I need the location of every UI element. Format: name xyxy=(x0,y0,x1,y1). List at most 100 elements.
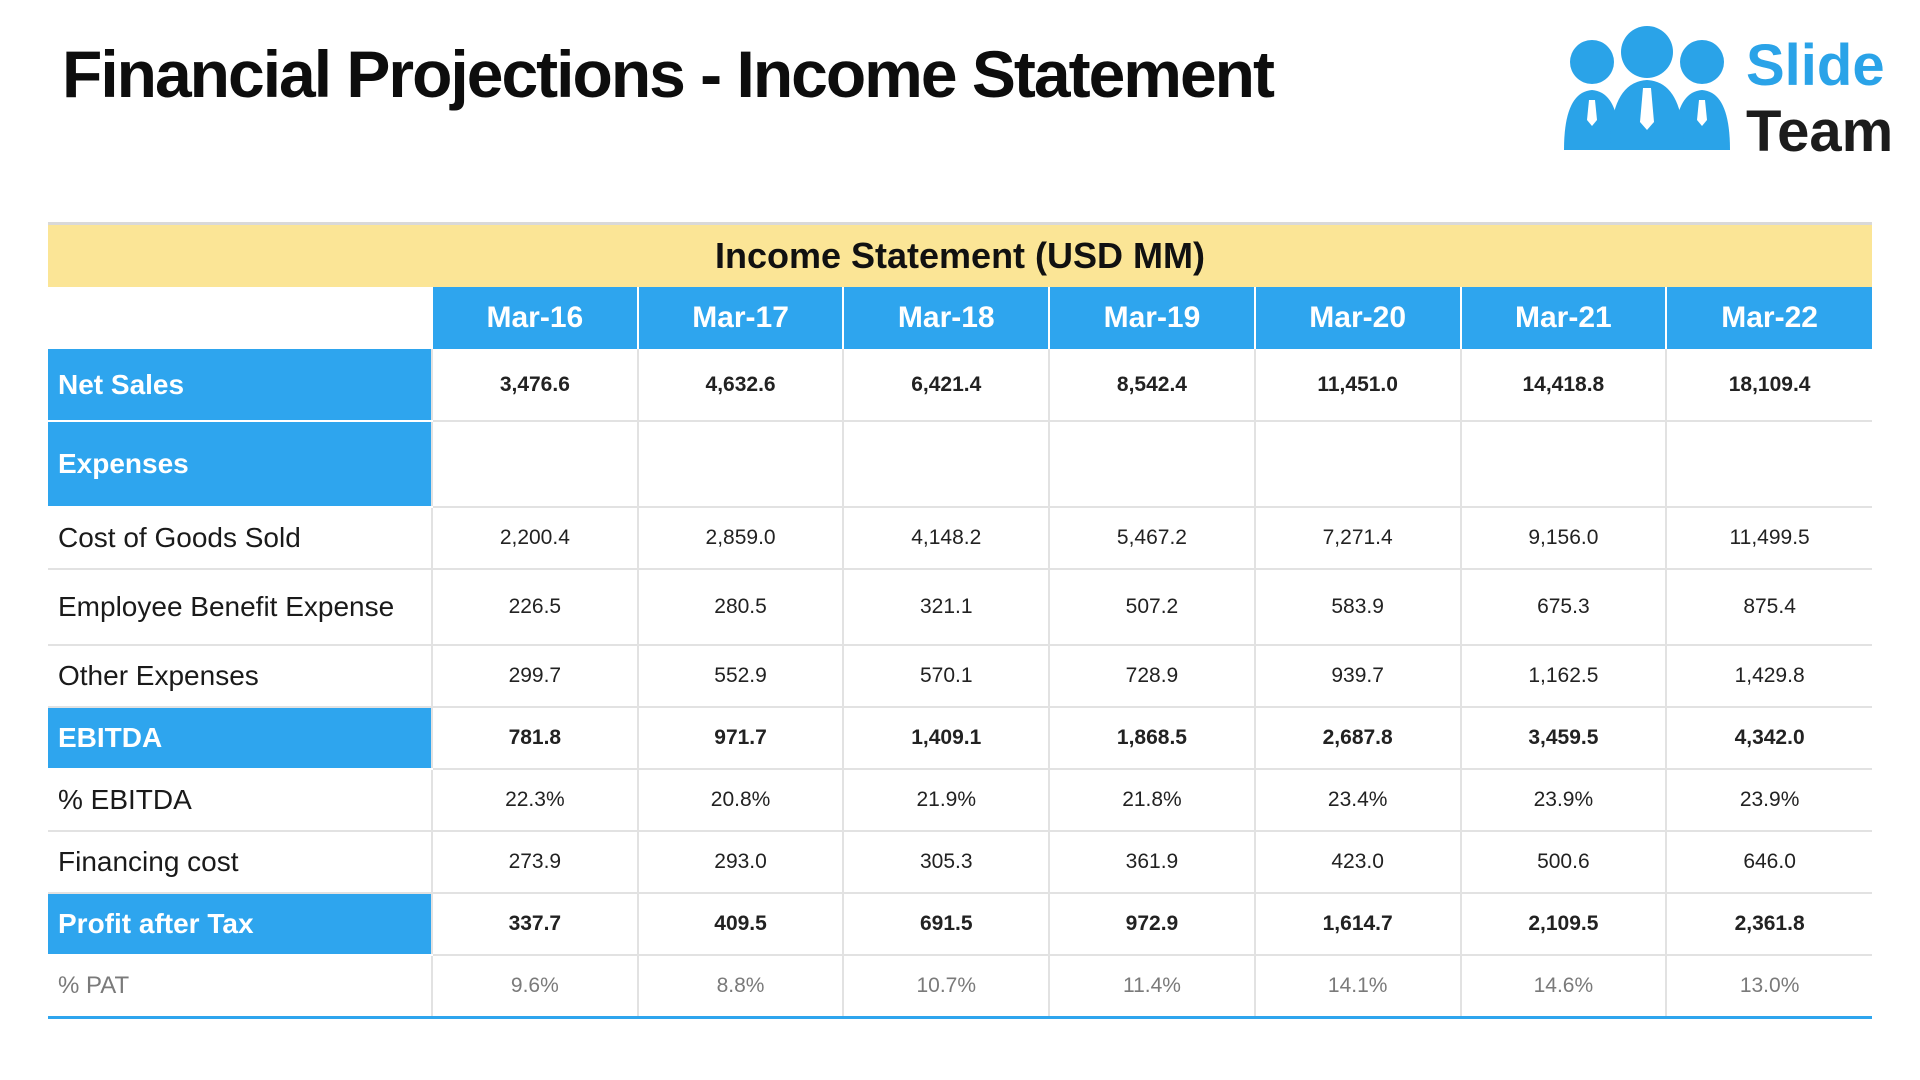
table-cell: 8.8% xyxy=(636,955,844,1019)
table-cell: 3,459.5 xyxy=(1459,707,1667,770)
table-cell: 552.9 xyxy=(636,645,844,708)
table-cell: 972.9 xyxy=(1048,893,1255,956)
table-cell: 9.6% xyxy=(431,955,638,1019)
row-label: EBITDA xyxy=(48,707,432,770)
table-cell xyxy=(636,421,844,508)
table-cell: 3,476.6 xyxy=(431,349,638,422)
row-label: Employee Benefit Expense xyxy=(48,569,432,646)
income-statement-table: Income Statement (USD MM) Mar-16 Mar-17 Ma… xyxy=(48,222,1872,1019)
table-cell: 1,868.5 xyxy=(1048,707,1255,770)
table-row: % PAT 9.6% 8.8% 10.7% 11.4% 14.1% 14.6% 13.0% xyxy=(48,955,1872,1019)
table-cell xyxy=(1048,421,1255,508)
header-blank-cell xyxy=(48,287,432,349)
table-cell: 728.9 xyxy=(1048,645,1255,708)
income-statement-table-container: Income Statement (USD MM) Mar-16 Mar-17 Ma… xyxy=(48,222,1872,1019)
table-cell: 22.3% xyxy=(431,769,638,832)
row-label: Profit after Tax xyxy=(48,893,432,956)
table-cell: 226.5 xyxy=(431,569,638,646)
row-label: Expenses xyxy=(48,421,432,508)
table-cell: 321.1 xyxy=(842,569,1050,646)
table-row: Employee Benefit Expense 226.5 280.5 321.1 5… xyxy=(48,569,1872,646)
table-row: EBITDA 781.8 971.7 1,409.1 1,868.5 2,687.8 3,4… xyxy=(48,707,1872,770)
table-cell xyxy=(1253,421,1461,508)
row-label: Cost of Goods Sold xyxy=(48,507,432,570)
table-cell: 4,632.6 xyxy=(636,349,844,422)
table-cell: 507.2 xyxy=(1048,569,1255,646)
table-cell: 1,614.7 xyxy=(1253,893,1461,956)
table-cell: 1,162.5 xyxy=(1459,645,1667,708)
table-cell: 337.7 xyxy=(431,893,638,956)
column-header: Mar-17 xyxy=(636,287,844,349)
table-cell: 9,156.0 xyxy=(1459,507,1667,570)
table-cell: 4,148.2 xyxy=(842,507,1050,570)
table-row: Expenses xyxy=(48,421,1872,508)
table-cell: 13.0% xyxy=(1665,955,1872,1019)
table-cell: 8,542.4 xyxy=(1048,349,1255,422)
table-cell: 20.8% xyxy=(636,769,844,832)
table-cell: 23.9% xyxy=(1665,769,1872,832)
table-cell xyxy=(1459,421,1667,508)
table-cell: 2,859.0 xyxy=(636,507,844,570)
table-cell: 21.9% xyxy=(842,769,1050,832)
table-cell: 14.1% xyxy=(1253,955,1461,1019)
row-label: Financing cost xyxy=(48,831,432,894)
table-cell: 5,467.2 xyxy=(1048,507,1255,570)
table-cell: 305.3 xyxy=(842,831,1050,894)
table-header-row: Mar-16 Mar-17 Mar-18 Mar-19 Mar-20 Mar-21 Mar-… xyxy=(48,287,1872,349)
table-cell xyxy=(842,421,1050,508)
table-cell: 971.7 xyxy=(636,707,844,770)
table-cell: 273.9 xyxy=(431,831,638,894)
table-cell: 21.8% xyxy=(1048,769,1255,832)
table-cell: 2,361.8 xyxy=(1665,893,1872,956)
table-cell: 570.1 xyxy=(842,645,1050,708)
table-row: Financing cost 273.9 293.0 305.3 361.9 423.0 5… xyxy=(48,831,1872,894)
column-header: Mar-16 xyxy=(431,287,638,349)
table-row: % EBITDA 22.3% 20.8% 21.9% 21.8% 23.4% 23.9% 23… xyxy=(48,769,1872,832)
table-cell: 646.0 xyxy=(1665,831,1872,894)
table-cell: 875.4 xyxy=(1665,569,1872,646)
row-label: Other Expenses xyxy=(48,645,432,708)
column-header: Mar-22 xyxy=(1665,287,1872,349)
table-cell: 500.6 xyxy=(1459,831,1667,894)
table-cell: 2,200.4 xyxy=(431,507,638,570)
table-cell: 280.5 xyxy=(636,569,844,646)
table-cell: 6,421.4 xyxy=(842,349,1050,422)
table-cell: 299.7 xyxy=(431,645,638,708)
column-header: Mar-20 xyxy=(1253,287,1461,349)
table-cell: 1,409.1 xyxy=(842,707,1050,770)
table-cell: 1,429.8 xyxy=(1665,645,1872,708)
table-row: Profit after Tax 337.7 409.5 691.5 972.9 1,61… xyxy=(48,893,1872,956)
page-title: Financial Projections - Income Statement xyxy=(62,37,1275,111)
table-row: Cost of Goods Sold 2,200.4 2,859.0 4,148.2 5… xyxy=(48,507,1872,570)
row-label: % EBITDA xyxy=(48,769,432,832)
table-cell: 11,499.5 xyxy=(1665,507,1872,570)
table-cell: 14.6% xyxy=(1459,955,1667,1019)
table-cell: 361.9 xyxy=(1048,831,1255,894)
table-cell: 18,109.4 xyxy=(1665,349,1872,422)
team-people-icon xyxy=(1564,26,1730,150)
table-caption-row: Income Statement (USD MM) xyxy=(48,222,1872,287)
table-cell: 293.0 xyxy=(636,831,844,894)
table-cell xyxy=(431,421,638,508)
slideteam-logo: Slide Team xyxy=(1560,22,1900,164)
table-cell: 781.8 xyxy=(431,707,638,770)
table-cell: 423.0 xyxy=(1253,831,1461,894)
column-header: Mar-19 xyxy=(1048,287,1255,349)
table-cell: 939.7 xyxy=(1253,645,1461,708)
table-cell: 7,271.4 xyxy=(1253,507,1461,570)
column-header: Mar-21 xyxy=(1459,287,1667,349)
logo-text-slide: Slide xyxy=(1746,33,1885,98)
table-cell: 4,342.0 xyxy=(1665,707,1872,770)
table-cell: 583.9 xyxy=(1253,569,1461,646)
table-cell: 10.7% xyxy=(842,955,1050,1019)
table-cell: 11.4% xyxy=(1048,955,1255,1019)
table-cell: 2,109.5 xyxy=(1459,893,1667,956)
logo-text-team: Team xyxy=(1746,99,1894,164)
table-caption: Income Statement (USD MM) xyxy=(48,222,1872,287)
table-cell: 23.9% xyxy=(1459,769,1667,832)
table-cell: 691.5 xyxy=(842,893,1050,956)
table-cell: 2,687.8 xyxy=(1253,707,1461,770)
column-header: Mar-18 xyxy=(842,287,1050,349)
table-row: Net Sales 3,476.6 4,632.6 6,421.4 8,542.4 11,… xyxy=(48,349,1872,422)
table-cell xyxy=(1665,421,1872,508)
